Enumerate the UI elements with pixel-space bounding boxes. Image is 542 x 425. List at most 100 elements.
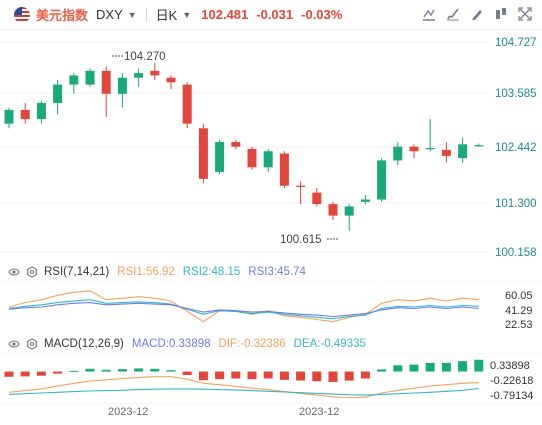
- candle-body[interactable]: [134, 73, 144, 78]
- high-annotation: 104.270: [124, 51, 166, 63]
- rsi-axis-label: 41.29: [505, 305, 533, 317]
- rsi-chart[interactable]: 60.05 41.29 22.53: [0, 281, 542, 331]
- symbol-name[interactable]: 美元指数: [36, 8, 89, 23]
- chevron-down-icon[interactable]: ▼: [127, 9, 137, 20]
- macd-bar: [101, 369, 111, 372]
- rsi-header: RSI(7,14,21) RSI1:56.92 RSI2:48.15 RSI3:…: [0, 263, 306, 281]
- y-axis-label: 103.585: [495, 88, 537, 100]
- candle-body[interactable]: [101, 70, 111, 94]
- macd-bar: [296, 371, 306, 381]
- macd-bar: [263, 371, 273, 379]
- macd-bar: [150, 368, 160, 372]
- rsi-title: RSI(7,14,21): [44, 266, 110, 278]
- macd-bar: [247, 371, 257, 380]
- marker-icon[interactable]: [494, 7, 508, 21]
- fullscreen-icon[interactable]: [518, 7, 532, 21]
- brush-icon[interactable]: [446, 7, 460, 21]
- macd-bar: [360, 371, 370, 379]
- candle-body[interactable]: [150, 70, 160, 76]
- candle-body[interactable]: [166, 77, 176, 83]
- macd-axis-label: -0.22618: [490, 375, 533, 387]
- candle-body[interactable]: [4, 109, 14, 124]
- macd-bar: [117, 369, 127, 372]
- macd-bar: [215, 371, 225, 380]
- divider: [145, 7, 147, 22]
- macd-bar: [328, 371, 338, 382]
- price-change-percent: -0.03%: [301, 7, 343, 22]
- candlestick-chart[interactable]: 104.270 100.615 104.727 103.585 102.442 …: [0, 30, 542, 262]
- candle-body[interactable]: [296, 185, 306, 187]
- macd-bar: [4, 371, 14, 377]
- macd-title: MACD(12,26,9): [44, 338, 124, 350]
- rsi2-line: [8, 299, 479, 320]
- dif-value: DIF:-0.32386: [218, 338, 286, 350]
- macd-axis-label: 0.33898: [490, 360, 530, 372]
- rsi-axis-label: 60.05: [505, 290, 533, 302]
- candle-body[interactable]: [117, 77, 127, 94]
- symbol-header: 美元指数 DXY ▼ 日K ▼ 102.481 -0.031 -0.03%: [0, 0, 542, 30]
- macd-bar: [20, 371, 30, 377]
- symbol-code[interactable]: DXY: [96, 7, 123, 22]
- eye-icon[interactable]: [8, 338, 20, 350]
- dif-line: [8, 376, 479, 399]
- macd-axis-label: -0.79134: [490, 390, 533, 402]
- rsi2-value: RSI2:48.15: [182, 266, 241, 278]
- candle-body[interactable]: [360, 199, 370, 202]
- chevron-down-icon[interactable]: ▼: [182, 9, 192, 20]
- candle-body[interactable]: [215, 142, 225, 172]
- macd-bar: [231, 371, 241, 379]
- candle-body[interactable]: [36, 102, 46, 120]
- macd-bar: [134, 368, 144, 372]
- macd-bar: [279, 371, 289, 380]
- candle-body[interactable]: [247, 148, 257, 168]
- macd-bar: [344, 371, 354, 381]
- macd-bar: [441, 362, 451, 372]
- candle-body[interactable]: [69, 75, 79, 85]
- pencil-icon[interactable]: [470, 7, 484, 21]
- candle-body[interactable]: [409, 146, 419, 152]
- candle-body[interactable]: [231, 142, 241, 147]
- candle-body[interactable]: [393, 146, 403, 161]
- macd-bar: [36, 371, 46, 376]
- macd-bar: [166, 370, 176, 372]
- macd-bar: [474, 359, 484, 372]
- macd-bar: [425, 362, 435, 372]
- macd-chart[interactable]: 0.33898 -0.22618 -0.79134: [0, 353, 542, 403]
- rsi-axis-label: 22.53: [505, 319, 533, 331]
- candle-body[interactable]: [344, 206, 354, 216]
- period-selector[interactable]: 日K: [155, 8, 178, 23]
- gear-icon[interactable]: [26, 338, 38, 350]
- candle-body[interactable]: [328, 204, 338, 216]
- candle-body[interactable]: [20, 109, 30, 120]
- eye-icon[interactable]: [8, 266, 20, 278]
- candle-body[interactable]: [53, 84, 63, 103]
- candle-body[interactable]: [441, 149, 451, 156]
- last-price: 102.481: [201, 7, 249, 22]
- rsi3-line: [8, 302, 479, 318]
- candle-body[interactable]: [85, 70, 95, 85]
- rsi3-value: RSI3:45.74: [248, 266, 306, 278]
- macd-bar: [409, 364, 419, 372]
- candle-body[interactable]: [279, 153, 289, 186]
- macd-bar: [198, 371, 208, 381]
- macd-bar: [393, 365, 403, 372]
- candle-body[interactable]: [425, 148, 435, 150]
- draw-line-icon[interactable]: [422, 7, 436, 21]
- dea-value: DEA:-0.49335: [293, 338, 366, 350]
- candle-body[interactable]: [474, 145, 484, 147]
- candle-body[interactable]: [312, 192, 322, 205]
- macd-bar: [182, 371, 192, 376]
- macd-bar: [53, 371, 63, 374]
- candle-body[interactable]: [263, 151, 273, 168]
- macd-bar: [458, 361, 468, 372]
- rsi1-value: RSI1:56.92: [117, 266, 175, 278]
- macd-bar: [312, 371, 322, 382]
- candle-body[interactable]: [182, 84, 192, 124]
- candle-body[interactable]: [377, 160, 387, 200]
- candle-body[interactable]: [458, 144, 468, 159]
- candle-body[interactable]: [198, 128, 208, 179]
- gear-icon[interactable]: [26, 266, 38, 278]
- y-axis-label: 104.727: [495, 37, 537, 49]
- macd-bar: [377, 369, 387, 372]
- y-axis-label: 101.300: [495, 198, 537, 210]
